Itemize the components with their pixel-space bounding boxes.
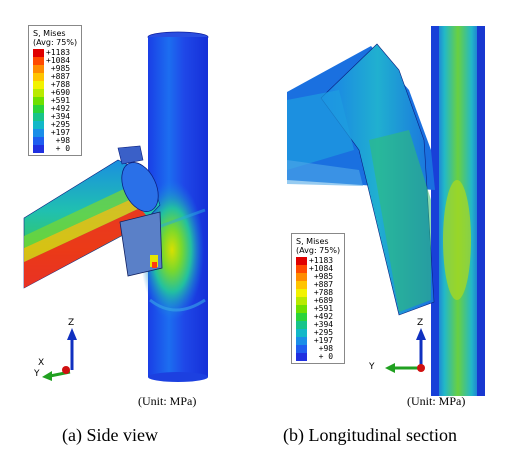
legend-swatch bbox=[33, 129, 44, 137]
coordinate-triad bbox=[385, 328, 426, 373]
caption-side-view: (a) Side view bbox=[62, 425, 158, 445]
legend-swatch bbox=[33, 65, 44, 73]
legend-value: +690 bbox=[50, 88, 71, 97]
legend-value: +1183 bbox=[309, 256, 334, 265]
axis-label-y: Y bbox=[369, 362, 375, 372]
legend-value: +197 bbox=[50, 128, 71, 137]
legend-swatch bbox=[33, 89, 44, 97]
legend-swatch bbox=[296, 337, 307, 345]
legend-value: +887 bbox=[313, 280, 334, 289]
legend-values: +1183 +1084 +985 +887 +788 +689 +591 +49… bbox=[309, 257, 333, 361]
unit-label: (Unit: MPa) bbox=[407, 394, 466, 408]
legend-swatch bbox=[296, 321, 307, 329]
legend-swatch bbox=[33, 97, 44, 105]
legend-values: +1183 +1084 +985 +887 +788 +690 +591 +49… bbox=[46, 49, 70, 153]
legend-value: +1084 bbox=[309, 264, 334, 273]
legend-swatch bbox=[296, 353, 307, 361]
caption-longitudinal-section: (b) Longitudinal section bbox=[283, 425, 457, 445]
legend-swatch bbox=[33, 49, 44, 57]
legend-value: +295 bbox=[313, 328, 334, 337]
legend-swatch bbox=[296, 297, 307, 305]
stress-legend: S, Mises (Avg: 75%) +1183 +1084 +985 +88… bbox=[291, 233, 346, 364]
legend-value: +591 bbox=[50, 96, 71, 105]
legend-subtitle: (Avg: 75%) bbox=[33, 38, 78, 47]
axis-label-x: X bbox=[38, 358, 45, 368]
legend-colorbar bbox=[33, 49, 44, 153]
coordinate-triad bbox=[42, 328, 77, 381]
legend-swatch bbox=[296, 265, 307, 273]
axis-label-z: Z bbox=[417, 318, 424, 328]
legend-swatch bbox=[296, 257, 307, 265]
legend-value: +887 bbox=[50, 72, 71, 81]
legend-swatch bbox=[33, 137, 44, 145]
legend-swatch bbox=[33, 145, 44, 153]
legend-swatch bbox=[33, 57, 44, 65]
legend-value: +492 bbox=[313, 312, 334, 321]
legend-swatch bbox=[296, 329, 307, 337]
panel-longitudinal-section: S, Mises (Avg: 75%) +1183 +1084 +985 +88… bbox=[259, 0, 517, 420]
legend-swatch bbox=[296, 345, 307, 353]
legend-swatch bbox=[296, 281, 307, 289]
column-section bbox=[431, 26, 485, 396]
legend-value: + 0 bbox=[318, 352, 334, 361]
brace-section bbox=[287, 43, 435, 316]
unit-label: (Unit: MPa) bbox=[138, 394, 197, 408]
legend-value: +98 bbox=[318, 344, 334, 353]
legend-value: +492 bbox=[50, 104, 71, 113]
legend-title: S, Mises bbox=[296, 237, 329, 246]
legend-value: +394 bbox=[50, 112, 71, 121]
legend-value: + 0 bbox=[55, 144, 71, 153]
legend-value: +98 bbox=[55, 136, 71, 145]
legend-value: +689 bbox=[313, 296, 334, 305]
legend-value: +788 bbox=[313, 288, 334, 297]
legend-value: +985 bbox=[50, 64, 71, 73]
legend-value: +1084 bbox=[46, 56, 71, 65]
panel-side-view: S, Mises (Avg: 75%) +1183 +1084 +985 +88… bbox=[0, 0, 258, 420]
section-fe-contour bbox=[287, 26, 485, 396]
legend-value: +1183 bbox=[46, 48, 71, 57]
axis-label-z: Z bbox=[68, 318, 75, 328]
legend-value: +295 bbox=[50, 120, 71, 129]
legend-swatch bbox=[33, 73, 44, 81]
brace-tube bbox=[23, 159, 161, 289]
legend-swatch bbox=[296, 273, 307, 281]
legend-swatch bbox=[296, 289, 307, 297]
legend-colorbar bbox=[296, 257, 307, 361]
legend-swatch bbox=[33, 81, 44, 89]
legend-value: +985 bbox=[313, 272, 334, 281]
legend-swatch bbox=[296, 313, 307, 321]
legend-title: S, Mises bbox=[33, 29, 66, 38]
axis-label-y: Y bbox=[34, 369, 40, 379]
legend-swatch bbox=[33, 105, 44, 113]
legend-swatch bbox=[33, 113, 44, 121]
legend-subtitle: (Avg: 75%) bbox=[296, 246, 341, 255]
legend-value: +591 bbox=[313, 304, 334, 313]
legend-value: +197 bbox=[313, 336, 334, 345]
side-view-fe-contour bbox=[23, 31, 209, 382]
legend-value: +394 bbox=[313, 320, 334, 329]
legend-swatch bbox=[296, 305, 307, 313]
stress-legend: S, Mises (Avg: 75%) +1183 +1084 +985 +88… bbox=[28, 25, 83, 156]
legend-swatch bbox=[33, 121, 44, 129]
connection-plate bbox=[117, 145, 163, 277]
legend-value: +788 bbox=[50, 80, 71, 89]
column-tube bbox=[140, 31, 209, 382]
